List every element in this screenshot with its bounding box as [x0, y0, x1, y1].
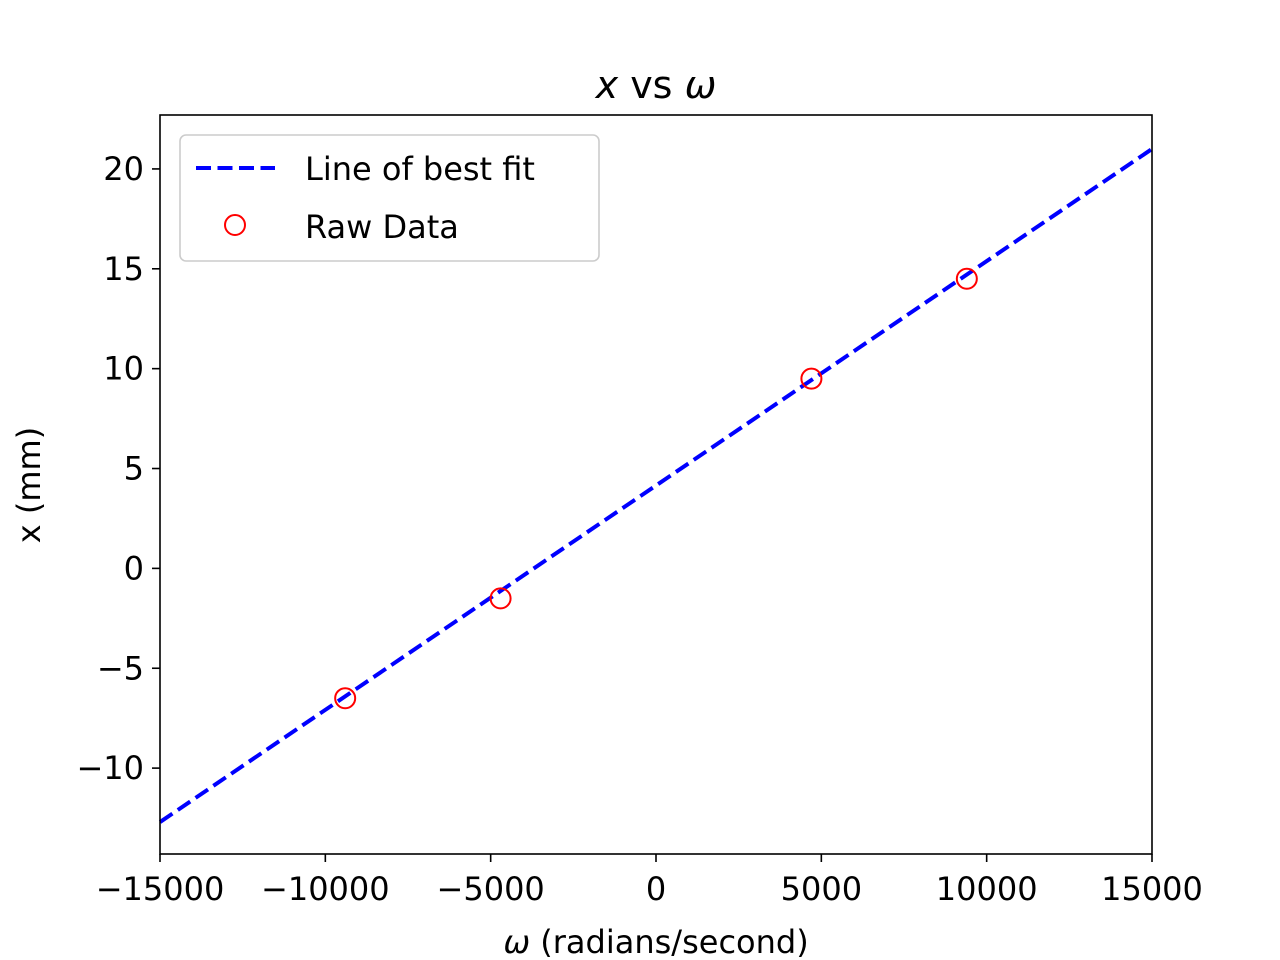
x-tick-label: −10000 — [261, 870, 390, 908]
x-tick-label: 15000 — [1101, 870, 1203, 908]
x-axis-label-rest: (radians/second) — [530, 923, 809, 960]
x-tick-label: 0 — [646, 870, 666, 908]
y-tick-label: −10 — [76, 749, 144, 787]
raw-data-point — [955, 267, 978, 290]
y-axis-ticks: −10 −5 0 5 10 15 20 — [76, 150, 160, 787]
x-axis-label-symbol: ω — [503, 923, 530, 960]
y-axis-label: x (mm) — [10, 427, 48, 543]
best-fit-line — [158, 147, 1154, 824]
y-tick-label: 20 — [103, 150, 144, 188]
x-axis-label: ω (radians/second) — [503, 923, 808, 960]
y-tick-label: 10 — [103, 350, 144, 388]
plot-content — [158, 147, 1154, 824]
legend: Line of best fit Raw Data — [179, 134, 600, 262]
legend-box — [179, 134, 600, 262]
raw-data-point — [489, 587, 512, 610]
chart-title-var2: ω — [685, 63, 717, 107]
chart-title: x vs ω — [595, 63, 717, 107]
x-axis-ticks: −15000 −10000 −5000 0 5000 10000 15000 — [96, 854, 1203, 908]
chart-title-var1: x — [595, 63, 619, 107]
x-tick-label: −5000 — [437, 870, 545, 908]
x-tick-label: −15000 — [96, 870, 225, 908]
legend-label-best-fit: Line of best fit — [305, 150, 535, 188]
y-tick-label: 5 — [124, 450, 144, 488]
legend-marker-raw-data — [224, 214, 246, 236]
legend-label-raw-data: Raw Data — [305, 208, 459, 246]
raw-data-point — [800, 367, 823, 390]
raw-data-point — [334, 687, 357, 710]
x-tick-label: 5000 — [781, 870, 862, 908]
y-tick-label: 15 — [103, 250, 144, 288]
y-tick-label: 0 — [124, 549, 144, 587]
x-tick-label: 10000 — [936, 870, 1038, 908]
y-tick-label: −5 — [97, 649, 144, 687]
chart-title-mid: vs — [618, 63, 684, 107]
